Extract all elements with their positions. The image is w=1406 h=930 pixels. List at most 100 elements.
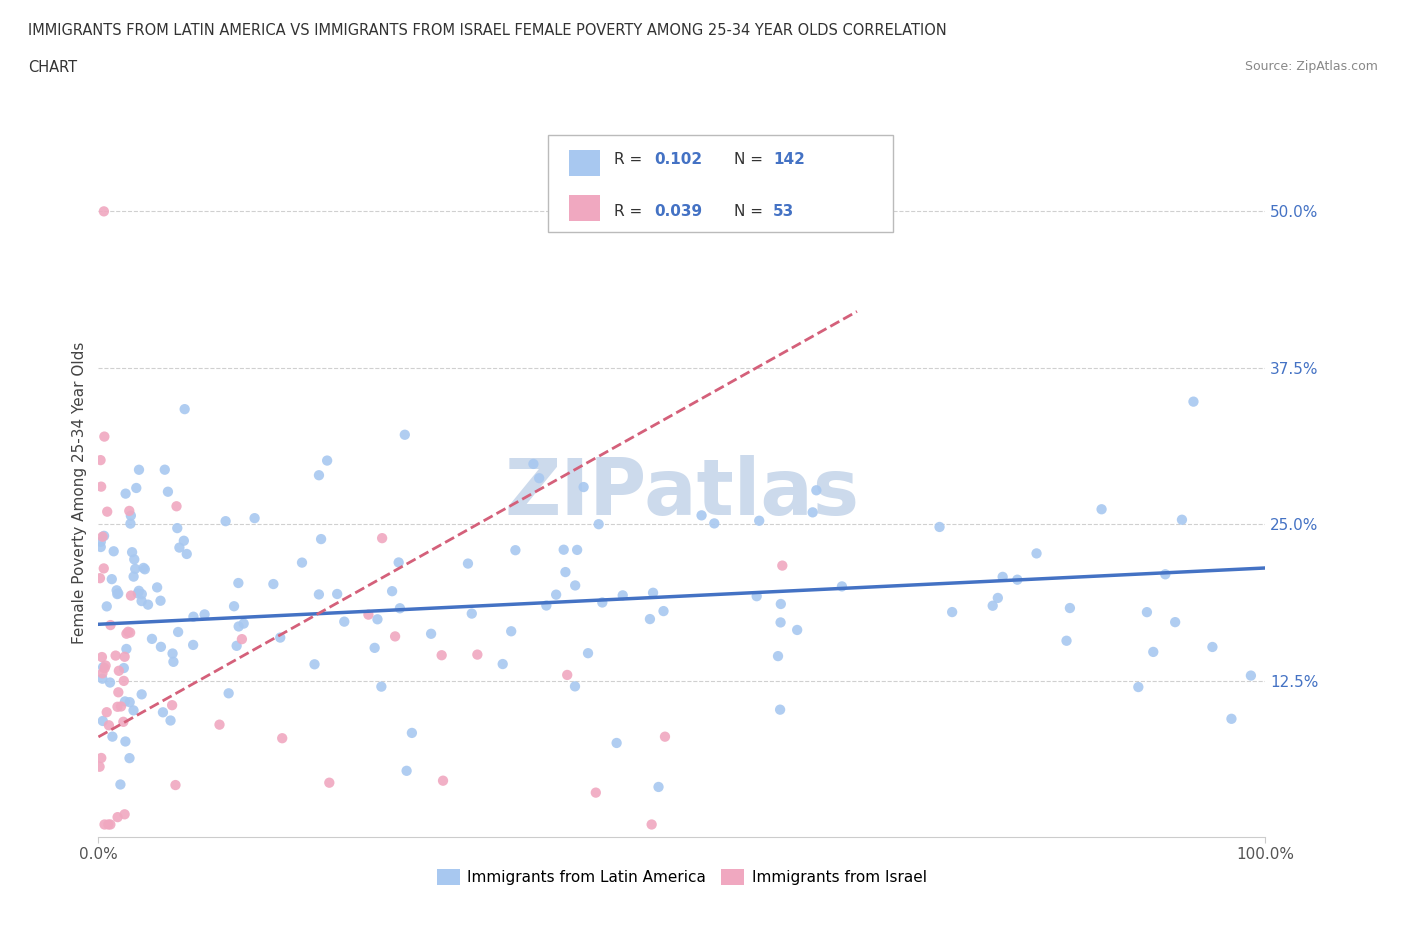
Point [93, 528, 115, 543]
Point [1136, 604, 1159, 619]
Point [388, 601, 411, 616]
Point [225, 638, 247, 653]
Point [166, 521, 188, 536]
Point [136, 597, 159, 612]
Point [430, 648, 453, 663]
Point [122, 569, 145, 584]
Point [432, 773, 454, 788]
Point [127, 586, 149, 601]
Point [93, 561, 115, 576]
Point [769, 596, 792, 611]
Point [640, 817, 662, 832]
Point [981, 598, 1004, 613]
Point [173, 533, 195, 548]
Point [748, 513, 770, 528]
Point [149, 640, 172, 655]
Point [91, 671, 114, 686]
Point [363, 641, 385, 656]
Point [1182, 394, 1205, 409]
Point [1201, 640, 1223, 655]
Point [114, 694, 136, 709]
Point [90, 535, 112, 550]
Point [395, 764, 418, 778]
Point [112, 714, 135, 729]
Point [218, 685, 240, 700]
Point [467, 647, 489, 662]
Point [104, 648, 127, 663]
Point [308, 587, 330, 602]
Point [1240, 668, 1263, 683]
Point [505, 543, 527, 558]
Point [118, 751, 141, 765]
Point [370, 679, 392, 694]
Text: 142: 142 [773, 153, 806, 167]
Point [112, 673, 135, 688]
Point [333, 614, 356, 629]
Point [97, 817, 120, 832]
Point [141, 631, 163, 646]
Point [394, 427, 416, 442]
Point [181, 637, 204, 652]
Point [91, 666, 114, 681]
Point [159, 713, 181, 728]
Point [1090, 502, 1112, 517]
Point [546, 587, 568, 602]
Point [118, 503, 141, 518]
Point [1164, 615, 1187, 630]
Point [572, 480, 595, 495]
Point [128, 462, 150, 477]
Point [165, 777, 187, 792]
Point [612, 588, 634, 603]
Point [1007, 572, 1029, 587]
Point [120, 516, 142, 531]
Point [564, 578, 586, 593]
Point [555, 668, 578, 683]
Point [652, 604, 675, 618]
Point [554, 565, 576, 579]
Point [96, 504, 118, 519]
Point [501, 624, 523, 639]
Point [565, 542, 588, 557]
Point [1154, 567, 1177, 582]
Point [89, 759, 111, 774]
Point [1171, 512, 1194, 527]
Point [96, 599, 118, 614]
Point [1056, 633, 1078, 648]
Point [1059, 601, 1081, 616]
Point [107, 810, 129, 825]
Point [101, 572, 124, 587]
Point [987, 591, 1010, 605]
Point [98, 675, 121, 690]
Text: CHART: CHART [28, 60, 77, 75]
Point [90, 650, 112, 665]
Point [194, 607, 217, 622]
Text: R =: R = [614, 204, 648, 219]
Point [91, 529, 114, 544]
Point [162, 655, 184, 670]
Point [101, 729, 124, 744]
Point [309, 532, 332, 547]
Point [585, 785, 607, 800]
Point [654, 729, 676, 744]
Point [366, 612, 388, 627]
Point [786, 622, 808, 637]
Text: 0.102: 0.102 [654, 153, 702, 167]
Point [269, 631, 291, 645]
Point [806, 483, 828, 498]
Point [114, 649, 136, 664]
Point [91, 659, 114, 674]
Point [606, 736, 628, 751]
Point [114, 734, 136, 749]
Point [166, 498, 188, 513]
Point [128, 583, 150, 598]
Point [100, 618, 122, 632]
Point [318, 776, 340, 790]
Point [114, 807, 136, 822]
Point [169, 540, 191, 555]
Point [536, 598, 558, 613]
Point [96, 705, 118, 720]
Text: 53: 53 [773, 204, 794, 219]
Point [114, 486, 136, 501]
Point [110, 699, 132, 714]
Point [243, 511, 266, 525]
